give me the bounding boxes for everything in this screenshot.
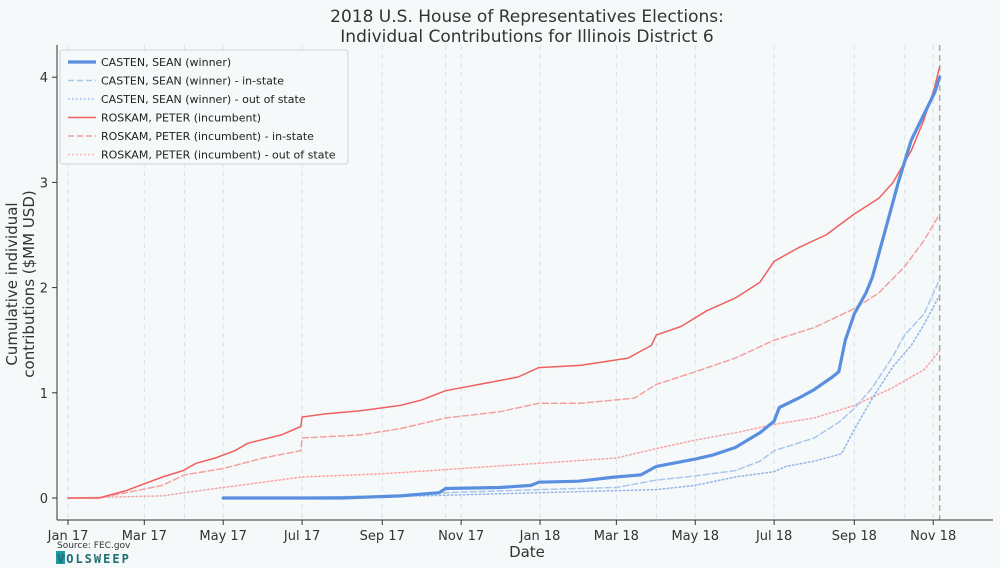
series-line-5	[67, 349, 941, 499]
legend-box	[59, 49, 349, 165]
x-tick-label: Jan 17	[47, 529, 89, 544]
source-note: Source: FEC.gov	[57, 541, 131, 551]
logo-text: VOLSWEEP	[57, 552, 131, 566]
logo-mark	[56, 551, 65, 564]
x-tick-label: Sep 17	[360, 529, 405, 544]
legend-label: ROSKAM, PETER (incumbent) - out of state	[101, 149, 336, 162]
x-tick-label: Sep 18	[832, 529, 877, 544]
axes	[56, 45, 993, 521]
y-axis-label-line-1: Cumulative individual	[3, 202, 21, 365]
legend: CASTEN, SEAN (winner) CASTEN, SEAN (winne…	[59, 49, 349, 165]
series-line-1	[262, 278, 941, 499]
legend-label: ROSKAM, PETER (incumbent) - in-state	[101, 130, 314, 143]
legend-label: CASTEN, SEAN (winner) - in-state	[101, 75, 284, 88]
y-tick-label: 4	[40, 71, 48, 86]
series-layer	[67, 65, 942, 500]
grid-lines	[67, 45, 941, 520]
chart-subtitle: Individual Contributions for Illinois Di…	[340, 27, 713, 47]
legend-label: CASTEN, SEAN (winner)	[101, 56, 231, 69]
x-tick-label: Jan 18	[519, 529, 561, 544]
series-line-3	[67, 65, 941, 499]
x-tick-label: Mar 17	[122, 529, 167, 544]
legend-label: CASTEN, SEAN (winner) - out of state	[101, 93, 306, 106]
y-axis-label: Cumulative individual contributions ($MM…	[3, 190, 38, 377]
x-tick-label: Nov 17	[438, 529, 484, 544]
chart-title: 2018 U.S. House of Representatives Elect…	[330, 7, 724, 27]
x-tick-label: Jul 18	[755, 529, 792, 544]
y-tick-label: 0	[40, 492, 48, 507]
x-axis-label: Date	[509, 543, 545, 561]
x-tick-label: May 17	[199, 529, 247, 544]
y-axis-ticks: 0 1 2 3 4	[40, 71, 57, 507]
legend-label: ROSKAM, PETER (incumbent)	[101, 112, 261, 125]
series-line-2	[262, 294, 941, 499]
x-tick-label: Nov 18	[910, 529, 956, 544]
x-tick-label: Jul 17	[283, 529, 320, 544]
x-axis-ticks: Jan 17 Mar 17 May 17 Jul 17 Sep 17 Nov 17 Jan …	[47, 520, 956, 544]
volsweep-logo: VOLSWEEP	[56, 551, 131, 566]
y-tick-label: 3	[40, 176, 48, 191]
x-tick-label: May 18	[671, 529, 719, 544]
series-line-0	[221, 75, 942, 500]
y-tick-label: 1	[40, 387, 48, 402]
y-axis-label-line-2: contributions ($MM USD)	[20, 190, 38, 377]
x-tick-label: Mar 18	[594, 529, 639, 544]
y-tick-label: 2	[40, 282, 48, 297]
series-line-4	[67, 213, 941, 499]
